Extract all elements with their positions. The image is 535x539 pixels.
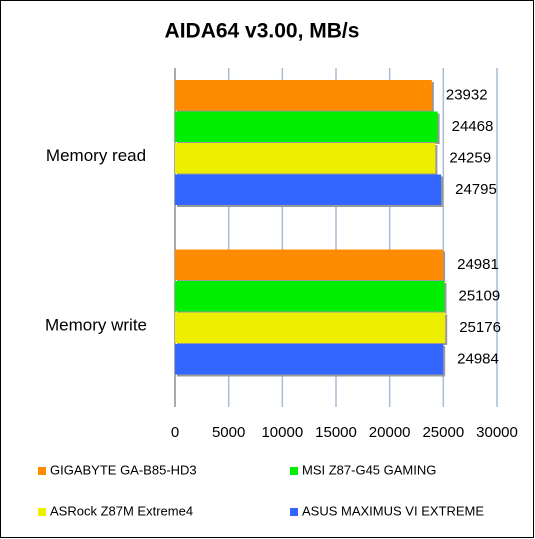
value-label: 24981 [457,256,499,273]
x-tick-label: 20000 [369,424,411,441]
legend-label: ASRock Z87M Extreme4 [50,503,193,518]
y-tick-label: Memory read [46,146,146,165]
bar [175,249,444,280]
value-label: 25176 [459,319,501,336]
chart-title: AIDA64 v3.00, MB/s [165,20,360,43]
x-tick-label: 10000 [261,424,303,441]
bar [175,312,446,343]
x-tick-label: 5000 [212,424,245,441]
y-tick-label: Memory write [45,316,147,335]
bar [175,111,438,142]
legend-label: MSI Z87-G45 GAMING [302,462,436,477]
legend-swatch [290,467,298,475]
bar [175,143,436,174]
value-label: 25109 [459,288,501,305]
value-label: 23932 [446,87,488,104]
legend-swatch [38,467,46,475]
value-label: 24259 [449,150,491,167]
x-tick-label: 0 [171,424,179,441]
legend-swatch [290,508,298,516]
value-label: 24795 [455,181,497,198]
value-label: 24984 [457,351,499,368]
bar [175,281,445,312]
bar [175,344,444,375]
legend-swatch [38,508,46,516]
bar [175,174,442,205]
x-tick-label: 15000 [315,424,357,441]
bar [175,80,432,111]
legend-label: ASUS MAXIMUS VI EXTREME [302,503,484,518]
x-tick-label: 30000 [476,424,518,441]
x-tick-label: 25000 [422,424,464,441]
value-label: 24468 [452,118,494,135]
legend-label: GIGABYTE GA-B85-HD3 [50,462,197,477]
